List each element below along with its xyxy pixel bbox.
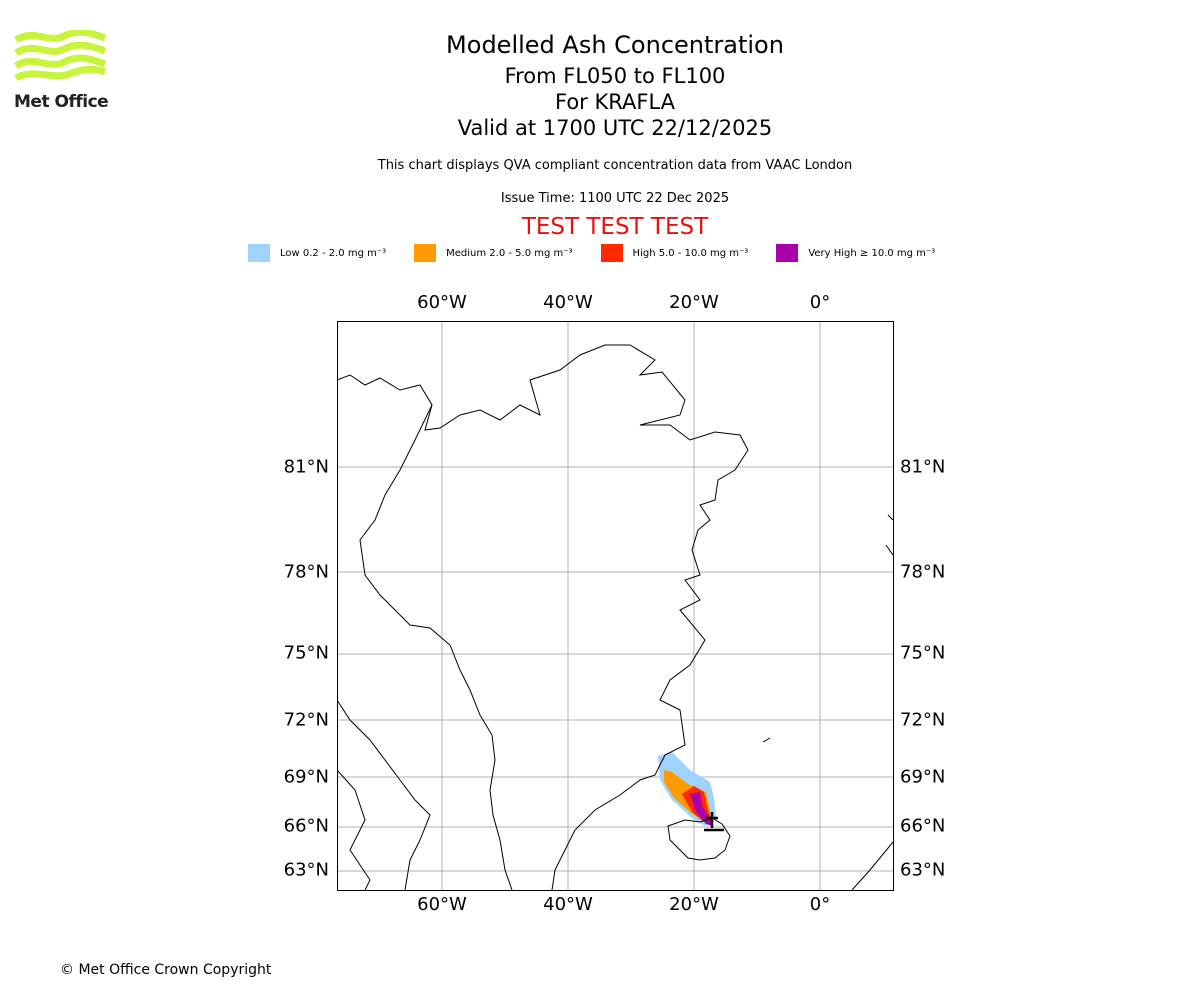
map-frame bbox=[337, 321, 894, 891]
lat-label-right: 66°N bbox=[900, 815, 946, 837]
flight-levels: From FL050 to FL100 bbox=[504, 64, 726, 88]
coastlines bbox=[337, 344, 894, 891]
lat-label-left: 63°N bbox=[283, 859, 329, 881]
lat-label-right: 63°N bbox=[900, 859, 946, 881]
issue-time: Issue Time: 1100 UTC 22 Dec 2025 bbox=[500, 191, 730, 206]
met-office-logo: Met Office bbox=[14, 28, 109, 112]
lon-label-top: 20°W bbox=[669, 292, 719, 313]
legend-item-high: High 5.0 - 10.0 mg m⁻³ bbox=[600, 244, 749, 262]
map bbox=[337, 321, 894, 891]
lon-label-top: 60°W bbox=[417, 292, 467, 313]
legend-label: Low 0.2 - 2.0 mg m⁻³ bbox=[280, 247, 387, 259]
lat-label-left: 75°N bbox=[283, 642, 329, 664]
lat-label-left: 72°N bbox=[283, 709, 329, 731]
graticule bbox=[337, 321, 893, 890]
copyright: © Met Office Crown Copyright bbox=[60, 962, 272, 978]
legend-label: Medium 2.0 - 5.0 mg m⁻³ bbox=[446, 247, 573, 259]
legend-label: High 5.0 - 10.0 mg m⁻³ bbox=[632, 247, 749, 259]
lon-label-bottom: 60°W bbox=[417, 894, 467, 915]
lat-label-left: 69°N bbox=[283, 766, 329, 788]
lat-label-left: 78°N bbox=[283, 561, 329, 583]
lat-label-right: 75°N bbox=[900, 642, 946, 664]
legend-item-low: Low 0.2 - 2.0 mg m⁻³ bbox=[248, 244, 386, 262]
lat-label-right: 69°N bbox=[900, 766, 946, 788]
chart-title: Modelled Ash Concentration bbox=[446, 31, 784, 59]
lat-label-right: 72°N bbox=[900, 709, 946, 731]
lat-label-left: 66°N bbox=[283, 815, 329, 837]
compliance-note: This chart displays QVA compliant concen… bbox=[377, 158, 853, 173]
lat-label-right: 81°N bbox=[900, 456, 946, 478]
legend: Low 0.2 - 2.0 mg m⁻³ Medium 2.0 - 5.0 mg… bbox=[248, 244, 963, 262]
legend-item-very-high: Very High ≥ 10.0 mg m⁻³ bbox=[776, 244, 935, 262]
lat-label-left: 81°N bbox=[283, 456, 329, 478]
logo-text: Met Office bbox=[14, 92, 109, 112]
lat-label-right: 78°N bbox=[900, 561, 946, 583]
lon-label-top: 40°W bbox=[543, 292, 593, 313]
lon-label-bottom: 20°W bbox=[669, 894, 719, 915]
ash-plume bbox=[658, 752, 716, 826]
lon-label-bottom: 40°W bbox=[543, 894, 593, 915]
legend-label: Very High ≥ 10.0 mg m⁻³ bbox=[808, 247, 936, 259]
lon-label-top: 0° bbox=[809, 292, 831, 313]
legend-item-medium: Medium 2.0 - 5.0 mg m⁻³ bbox=[414, 244, 573, 262]
valid-time: Valid at 1700 UTC 22/12/2025 bbox=[457, 116, 773, 140]
lon-label-bottom: 0° bbox=[809, 894, 831, 915]
test-banner: TEST TEST TEST bbox=[521, 214, 709, 240]
legend-swatch bbox=[776, 244, 799, 262]
volcano-marker bbox=[704, 812, 724, 832]
volcano-name: For KRAFLA bbox=[555, 90, 675, 114]
legend-swatch bbox=[600, 244, 623, 262]
legend-swatch bbox=[414, 244, 437, 262]
legend-swatch bbox=[248, 244, 270, 262]
